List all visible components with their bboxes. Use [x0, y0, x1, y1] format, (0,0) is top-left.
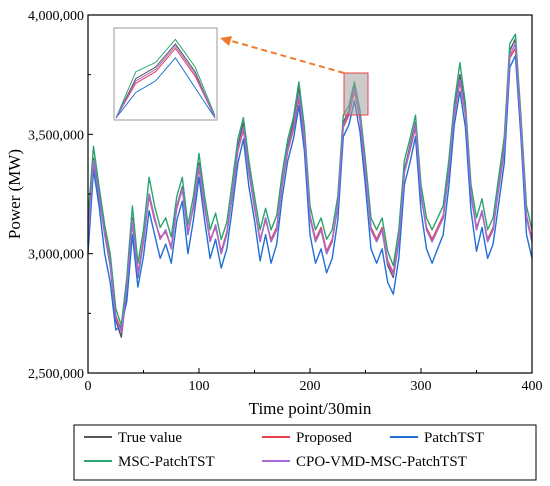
y-tick-label: 3,500,000 — [28, 128, 84, 143]
zoom-inset — [113, 27, 218, 121]
y-tick-label: 3,000,000 — [28, 248, 84, 263]
y-tick-label: 4,000,000 — [28, 9, 84, 24]
x-axis-title: Time point/30min — [249, 399, 372, 418]
legend-box — [73, 424, 537, 481]
inset-line-patchtst — [115, 56, 216, 119]
zoom-region — [343, 72, 369, 116]
inset-line-true-value — [115, 43, 216, 119]
inset-series — [115, 38, 216, 119]
legend: True value Proposed PatchTST MSC-PatchTST CP… — [73, 424, 537, 481]
y-axis: 2,500,000 3,000,000 3,500,000 4,000,000 — [28, 9, 93, 382]
legend-label-proposed: Proposed — [296, 430, 352, 446]
inset-line-cpo-vmd-msc-patchtst — [115, 45, 216, 119]
zoom-arrow-head — [220, 36, 232, 46]
inset-line-msc-patchtst — [115, 38, 216, 119]
legend-label-true-value: True value — [118, 430, 182, 446]
x-axis: 0 100 200 300 400 — [85, 368, 543, 394]
series-line-cpo-vmd-msc-patchtst — [87, 42, 533, 334]
legend-label-patchtst: PatchTST — [424, 430, 484, 446]
x-tick-label: 100 — [189, 379, 210, 394]
zoom-arrow — [227, 39, 345, 74]
legend-label-msc-patchtst: MSC-PatchTST — [118, 454, 215, 470]
inset-frame — [113, 27, 218, 121]
x-tick-label: 0 — [85, 379, 92, 394]
y-axis-title: Power (MW) — [5, 149, 24, 239]
x-tick-label: 300 — [411, 379, 432, 394]
series-layer — [87, 33, 533, 338]
legend-label-cpo-vmd-msc-patchtst: CPO-VMD-MSC-PatchTST — [296, 454, 467, 470]
series-line-msc-patchtst — [87, 33, 533, 326]
x-tick-label: 200 — [300, 379, 321, 394]
inset-line-proposed — [115, 47, 216, 119]
series-line-patchtst — [87, 54, 533, 331]
x-tick-label: 400 — [522, 379, 543, 394]
y-tick-label: 2,500,000 — [28, 367, 84, 382]
